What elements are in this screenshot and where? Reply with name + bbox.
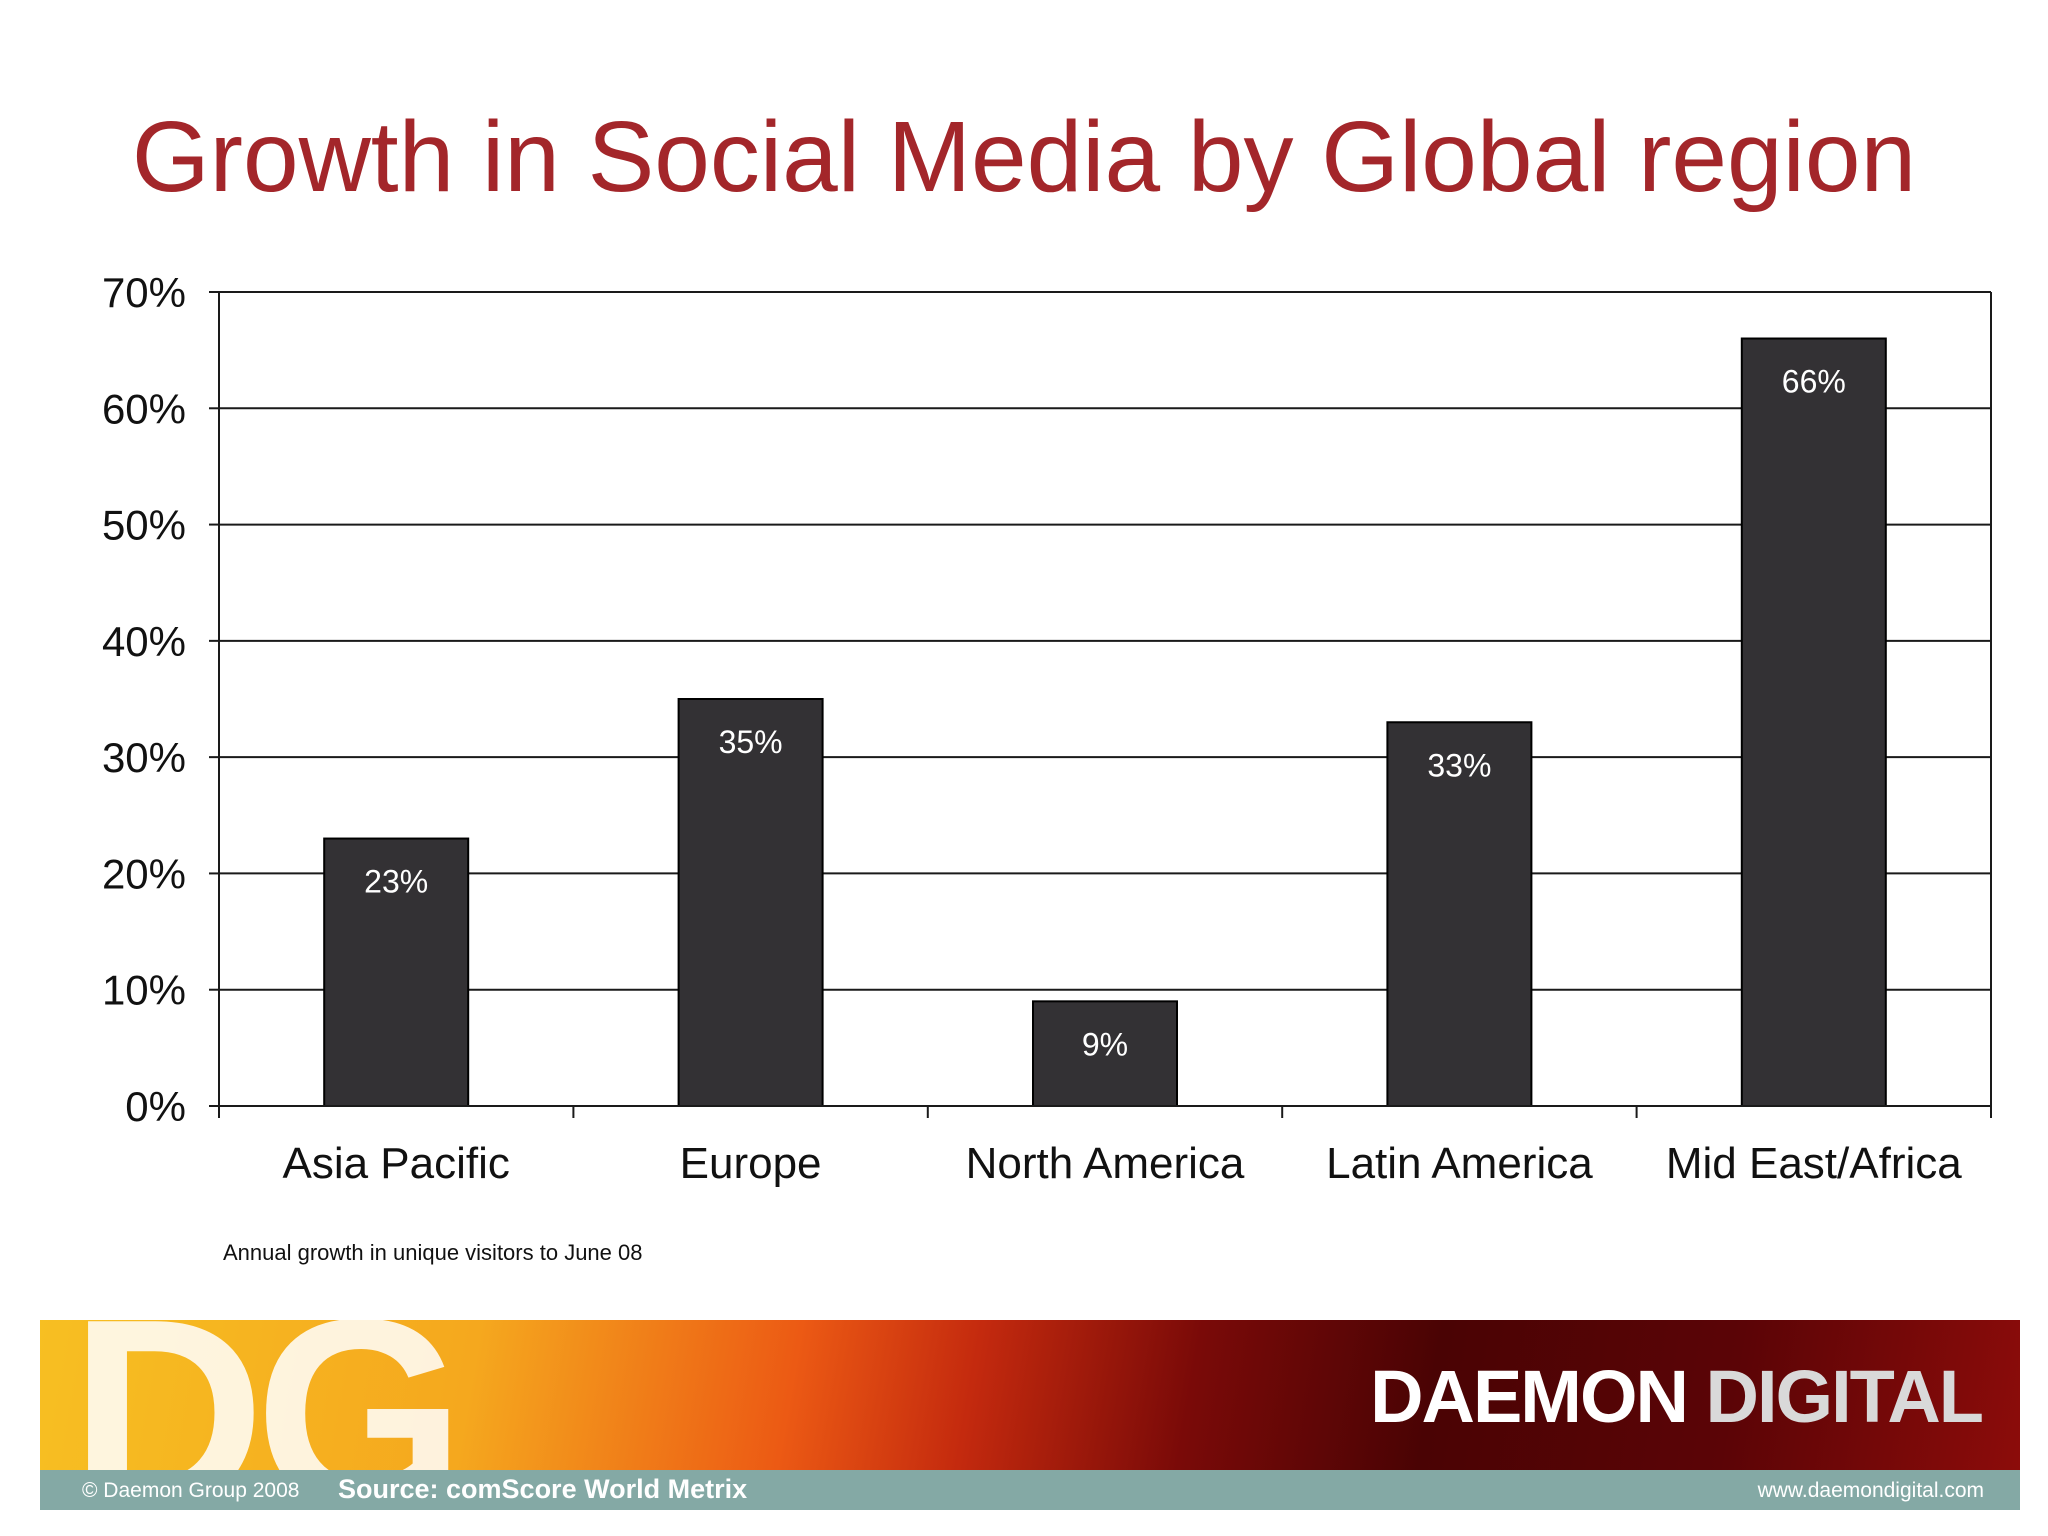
bar-asia-pacific bbox=[323, 837, 470, 1107]
source-text: Source: comScore World Metrix bbox=[338, 1474, 748, 1504]
copyright-text: © Daemon Group 2008 bbox=[82, 1479, 300, 1502]
bar-mid-east-africa bbox=[1740, 337, 1887, 1107]
x-tick-label: Asia Pacific bbox=[282, 1139, 509, 1188]
x-tick-label: Mid East/Africa bbox=[1666, 1139, 1962, 1188]
dg-logo: DG bbox=[70, 1320, 465, 1470]
data-label: 33% bbox=[1427, 747, 1491, 783]
brand-primary: DAEMON bbox=[1370, 1355, 1689, 1438]
data-label: 9% bbox=[1082, 1026, 1128, 1062]
y-tick-label: 70% bbox=[102, 269, 186, 316]
y-tick-label: 60% bbox=[102, 385, 186, 432]
data-label: 35% bbox=[719, 724, 783, 760]
bar-europe bbox=[677, 698, 824, 1107]
website-link[interactable]: www.daemondigital.com bbox=[1757, 1479, 1984, 1502]
data-label: 66% bbox=[1782, 364, 1846, 400]
data-label: 23% bbox=[364, 864, 428, 900]
x-tick-label: North America bbox=[966, 1139, 1245, 1188]
y-tick-label: 0% bbox=[125, 1083, 186, 1130]
x-tick-label: Europe bbox=[680, 1139, 822, 1188]
y-tick-label: 20% bbox=[102, 850, 186, 897]
y-tick-label: 50% bbox=[102, 502, 186, 549]
brand-secondary: DIGITAL bbox=[1705, 1355, 1984, 1438]
footer-bar: © Daemon Group 2008 Source: comScore Wor… bbox=[40, 1470, 2020, 1510]
y-tick-label: 10% bbox=[102, 967, 186, 1014]
footer-banner: DG DAEMON DIGITAL bbox=[40, 1320, 2020, 1470]
chart-title: Growth in Social Media by Global region bbox=[131, 101, 1917, 213]
y-tick-label: 40% bbox=[102, 618, 186, 665]
x-tick-label: Latin America bbox=[1326, 1139, 1593, 1188]
daemon-digital-logo: DAEMON DIGITAL bbox=[1370, 1360, 1984, 1434]
bar-north-america bbox=[1032, 1000, 1178, 1107]
chart-note: Annual growth in unique visitors to June… bbox=[223, 1240, 643, 1265]
y-tick-label: 30% bbox=[102, 734, 186, 781]
bar-chart: 0% 10% 20% 30% 40% 50% 60% 70% 23% Asia Pacific 35… bbox=[102, 269, 1992, 1188]
